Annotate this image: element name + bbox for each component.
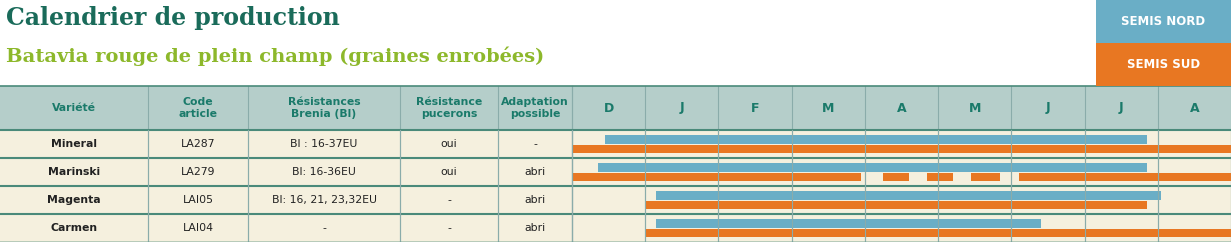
- Text: -: -: [533, 139, 537, 149]
- Text: J: J: [680, 101, 684, 114]
- FancyBboxPatch shape: [572, 144, 1231, 152]
- Text: Adaptation
possible: Adaptation possible: [501, 97, 569, 119]
- FancyBboxPatch shape: [927, 173, 953, 181]
- Text: LA287: LA287: [181, 139, 215, 149]
- Text: oui: oui: [441, 139, 457, 149]
- FancyBboxPatch shape: [0, 130, 1231, 158]
- Text: Batavia rouge de plein champ (graines enrobées): Batavia rouge de plein champ (graines en…: [6, 46, 544, 66]
- Text: M: M: [822, 101, 835, 114]
- FancyBboxPatch shape: [597, 162, 1147, 172]
- Text: A: A: [1189, 101, 1199, 114]
- FancyBboxPatch shape: [656, 190, 1161, 199]
- Text: Bl: 16, 21, 23,32EU: Bl: 16, 21, 23,32EU: [272, 195, 377, 205]
- Text: Bl : 16-37EU: Bl : 16-37EU: [291, 139, 358, 149]
- Text: Calendrier de production: Calendrier de production: [6, 6, 340, 30]
- FancyBboxPatch shape: [1019, 173, 1231, 181]
- FancyBboxPatch shape: [0, 158, 1231, 186]
- Text: -: -: [447, 223, 451, 233]
- Text: SEMIS NORD: SEMIS NORD: [1121, 15, 1205, 28]
- FancyBboxPatch shape: [604, 135, 1147, 144]
- Text: SEMIS SUD: SEMIS SUD: [1126, 58, 1200, 71]
- FancyBboxPatch shape: [1096, 43, 1231, 86]
- Text: -: -: [447, 195, 451, 205]
- Text: Carmen: Carmen: [50, 223, 97, 233]
- FancyBboxPatch shape: [645, 228, 1231, 236]
- Text: M: M: [969, 101, 981, 114]
- FancyBboxPatch shape: [0, 186, 1231, 214]
- FancyBboxPatch shape: [656, 219, 1040, 227]
- Text: abri: abri: [524, 223, 545, 233]
- FancyBboxPatch shape: [971, 173, 1001, 181]
- Text: A: A: [896, 101, 906, 114]
- Text: Mineral: Mineral: [50, 139, 97, 149]
- FancyBboxPatch shape: [883, 173, 908, 181]
- Text: Résistance
pucerons: Résistance pucerons: [416, 97, 483, 119]
- Text: Bl: 16-36EU: Bl: 16-36EU: [292, 167, 356, 177]
- Text: J: J: [1045, 101, 1050, 114]
- FancyBboxPatch shape: [1096, 0, 1231, 43]
- Text: abri: abri: [524, 167, 545, 177]
- Text: -: -: [323, 223, 326, 233]
- Text: abri: abri: [524, 195, 545, 205]
- Text: Variété: Variété: [52, 103, 96, 113]
- Text: Magenta: Magenta: [47, 195, 101, 205]
- Text: LA279: LA279: [181, 167, 215, 177]
- Text: F: F: [751, 101, 760, 114]
- Text: Code
article: Code article: [178, 97, 218, 119]
- FancyBboxPatch shape: [572, 173, 862, 181]
- Text: LAI05: LAI05: [182, 195, 213, 205]
- Text: Marinski: Marinski: [48, 167, 100, 177]
- FancyBboxPatch shape: [645, 201, 1147, 209]
- Text: Résistances
Brenia (Bl): Résistances Brenia (Bl): [288, 97, 361, 119]
- Text: oui: oui: [441, 167, 457, 177]
- Text: D: D: [603, 101, 614, 114]
- Text: J: J: [1119, 101, 1124, 114]
- Text: LAI04: LAI04: [182, 223, 213, 233]
- FancyBboxPatch shape: [0, 86, 1231, 130]
- FancyBboxPatch shape: [0, 214, 1231, 242]
